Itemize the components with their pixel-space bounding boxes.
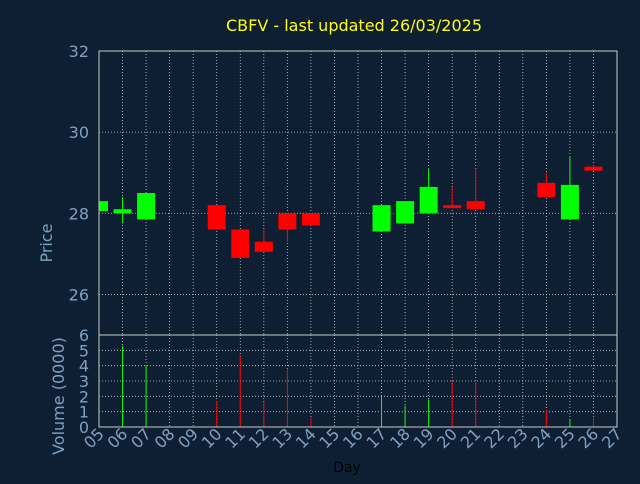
volume-grid	[98, 334, 618, 428]
candle-body	[99, 201, 108, 212]
candle-body	[113, 209, 132, 214]
volume-axis-label: Volume (0000)	[49, 337, 68, 455]
candle-body	[443, 205, 462, 209]
candles-layer	[98, 156, 603, 258]
chart-title: CBFV - last updated 26/03/2025	[226, 16, 482, 35]
candle-body	[301, 213, 320, 226]
candle-body	[584, 166, 603, 171]
candle-body	[254, 241, 273, 252]
candle-body	[207, 205, 226, 230]
x-axis-label: Day	[333, 460, 361, 476]
candle-body	[560, 184, 579, 220]
volume-tick-label: 5	[79, 341, 89, 360]
candle-body	[419, 186, 438, 214]
candle-body	[396, 201, 415, 224]
volume-bars-layer	[122, 345, 594, 427]
candle-body	[137, 193, 156, 220]
volume-tick-label: 6	[79, 326, 89, 345]
x-tick-label: 27	[598, 424, 626, 452]
volume-tick-label: 0	[79, 418, 89, 437]
price-axis-label: Price	[37, 223, 56, 262]
price-tick-label: 28	[69, 204, 89, 223]
volume-tick-label: 2	[79, 387, 89, 406]
volume-tick-label: 3	[79, 372, 89, 391]
candle-body	[466, 201, 485, 210]
price-y-ticks: 26 28 30 32	[69, 42, 89, 304]
candle-body	[278, 213, 297, 230]
candle-body	[537, 182, 556, 198]
price-tick-label: 26	[69, 285, 89, 304]
candle-body	[231, 229, 250, 258]
price-tick-label: 32	[69, 42, 89, 61]
candle-body	[372, 205, 391, 232]
x-axis-ticks: 0506070809101112131415161718192021222324…	[80, 424, 626, 452]
volume-tick-label: 4	[79, 357, 89, 376]
volume-panel-frame	[98, 334, 618, 428]
volume-tick-label: 1	[79, 403, 89, 422]
price-tick-label: 30	[69, 123, 89, 142]
